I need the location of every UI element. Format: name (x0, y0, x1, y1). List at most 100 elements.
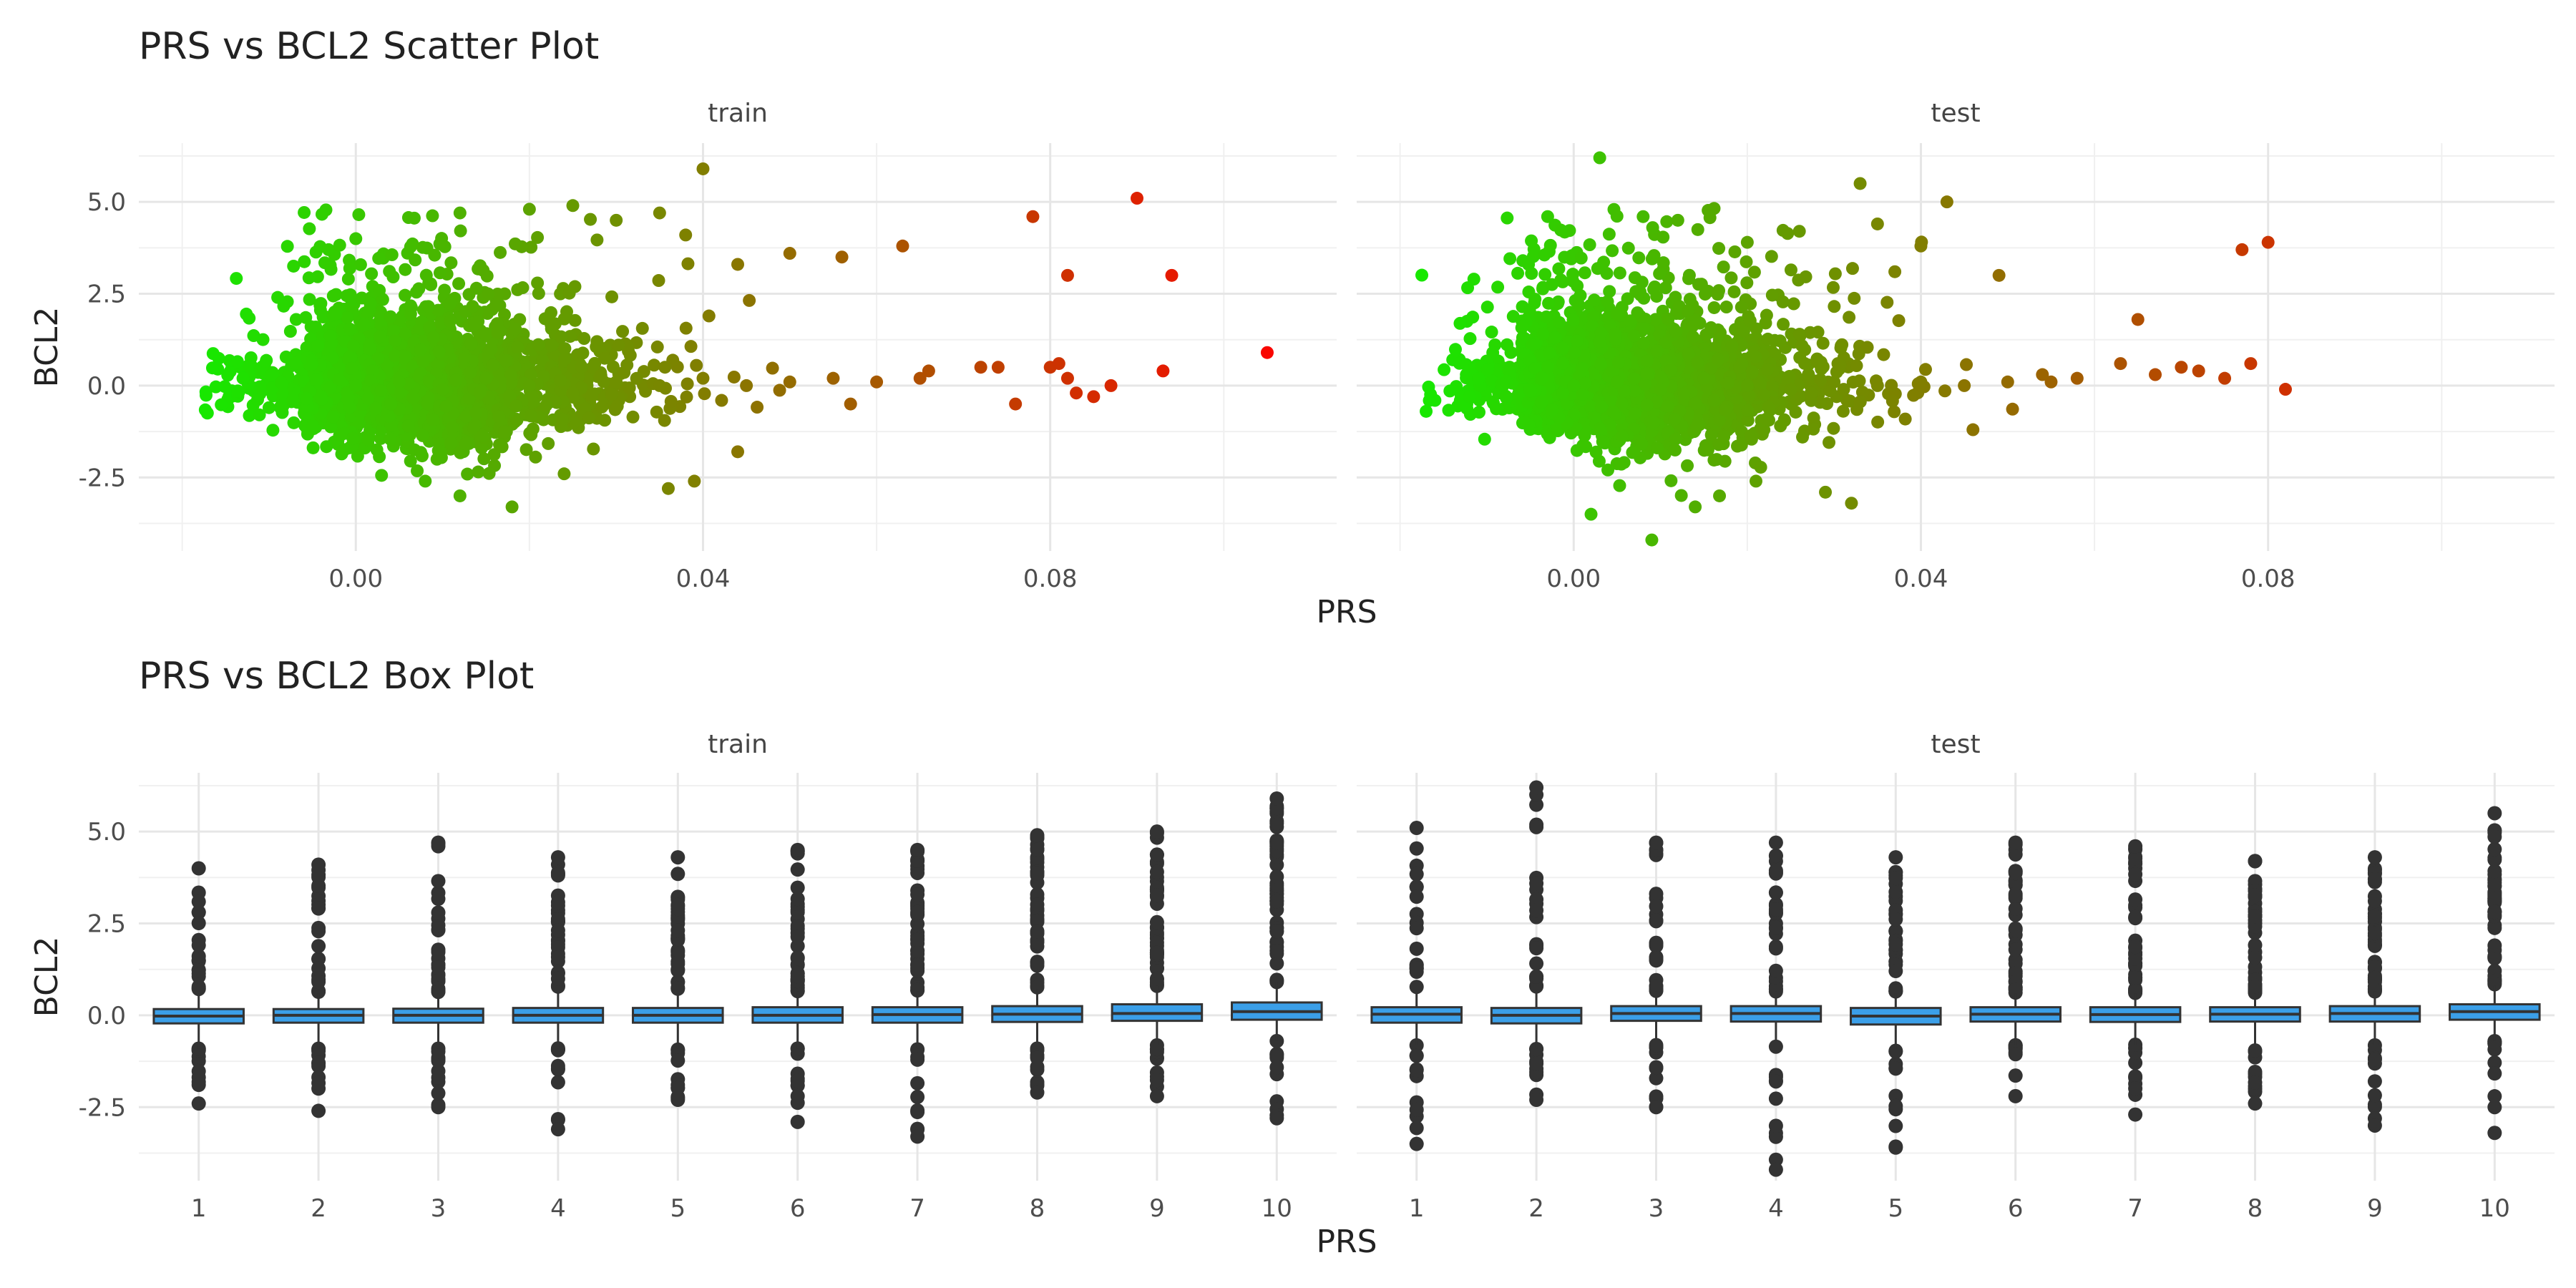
scatter-point (365, 267, 379, 280)
scatter-point (206, 347, 220, 361)
scatter-point (311, 373, 324, 386)
scatter-point (896, 239, 909, 253)
scatter-point (1613, 479, 1626, 492)
scatter-point (540, 399, 553, 412)
scatter-point (1422, 380, 1435, 394)
scatter-point (443, 297, 457, 311)
scatter-point (1574, 288, 1587, 302)
scatter-point (231, 384, 245, 398)
scatter-point (690, 358, 703, 372)
scatter-point (389, 333, 402, 347)
scatter-point (341, 386, 354, 399)
scatter-point (1843, 311, 1856, 324)
scatter-point (1703, 211, 1717, 225)
scatter-point (1070, 386, 1083, 400)
scatter-point (1754, 460, 1767, 474)
scatter-point (374, 431, 387, 445)
scatter-facet-label-train: train (708, 99, 768, 128)
scatter-point (532, 338, 545, 351)
scatter-point (555, 330, 568, 343)
scatter-point (487, 448, 501, 462)
scatter-point (384, 397, 398, 411)
scatter-point (531, 276, 545, 290)
scatter-point (479, 328, 492, 341)
scatter-point (476, 429, 489, 442)
scatter-point (1795, 339, 1809, 353)
scatter-point (1104, 379, 1118, 392)
scatter-point (586, 361, 600, 374)
scatter-point (610, 375, 623, 389)
scatter-point (1907, 389, 1921, 402)
scatter-point (1156, 364, 1170, 378)
scatter-point (587, 442, 600, 456)
scatter-point (679, 321, 693, 335)
scatter-point (1699, 328, 1713, 341)
scatter-point (1438, 363, 1451, 376)
scatter-point (333, 238, 346, 252)
scatter-point (1554, 223, 1568, 237)
scatter-point (519, 443, 533, 457)
scatter-point (1503, 252, 1517, 265)
scatter-point (462, 392, 476, 406)
scatter-point (1026, 210, 1040, 223)
scatter-point (650, 340, 664, 353)
scatter-point (364, 296, 377, 310)
scatter-point (597, 351, 611, 365)
scatter-point (1749, 350, 1762, 364)
scatter-point (452, 277, 466, 291)
scatter-point (313, 303, 327, 317)
scatter-point (302, 271, 316, 285)
scatter-point (1741, 414, 1755, 427)
scatter-point (454, 224, 467, 238)
scatter-point (1633, 285, 1646, 298)
scatter-point (1606, 244, 1619, 258)
scatter-point (1551, 297, 1564, 311)
scatter-point (326, 351, 339, 365)
x-tick-label: 0.08 (1023, 565, 1078, 593)
scatter-point (481, 307, 494, 321)
scatter-point (323, 329, 337, 343)
scatter-point (464, 337, 478, 351)
scatter-point (664, 394, 678, 408)
scatter-point (414, 367, 427, 381)
scatter-point (458, 351, 472, 365)
scatter-point (439, 400, 453, 414)
scatter-point (369, 401, 383, 415)
scatter-point (300, 392, 313, 406)
scatter-point (494, 245, 507, 259)
scatter-point (1448, 343, 1462, 356)
scatter-point (529, 450, 542, 464)
scatter-point (453, 206, 467, 220)
scatter-point (1724, 271, 1738, 285)
scatter-point (406, 237, 419, 250)
scatter-point (653, 379, 666, 392)
scatter-point (1669, 432, 1682, 446)
scatter-point (499, 353, 513, 367)
scatter-point (399, 288, 412, 302)
scatter-point (1768, 333, 1782, 347)
scatter-point (605, 388, 618, 401)
scatter-point (428, 248, 441, 262)
scatter-point (505, 500, 519, 514)
scatter-point (715, 394, 728, 407)
scatter-point (459, 437, 472, 451)
scatter-point (433, 266, 447, 280)
scatter-point (1511, 266, 1525, 280)
scatter-point (1552, 262, 1566, 275)
scatter-point (1681, 459, 1694, 472)
scatter-x-axis-label: PRS (1316, 594, 1377, 630)
scatter-point (467, 421, 481, 435)
scatter-point (200, 389, 213, 402)
scatter-point (492, 410, 506, 424)
scatter-point (1674, 489, 1688, 502)
scatter-point (1686, 320, 1699, 333)
scatter-point (590, 335, 604, 348)
scatter-point (1774, 419, 1787, 433)
scatter-point (1574, 251, 1588, 265)
scatter-point (345, 361, 358, 375)
scatter-point (1823, 436, 1836, 449)
scatter-point (399, 263, 412, 276)
scatter-point (243, 409, 256, 422)
scatter-point (1885, 379, 1898, 392)
scatter-point (1052, 357, 1065, 371)
